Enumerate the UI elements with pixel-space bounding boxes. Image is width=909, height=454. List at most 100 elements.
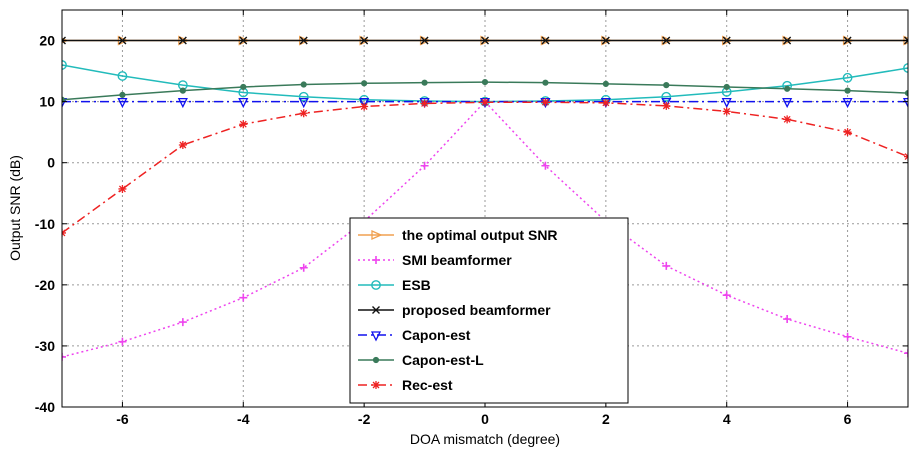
point-proposed-beamformer: [722, 36, 731, 45]
point-smi-beamformer: [904, 349, 908, 358]
legend-entry-rec-est: Rec-est: [402, 377, 453, 393]
point-smi-beamformer: [118, 337, 127, 346]
point-capon-est-l: [723, 83, 730, 91]
point-capon-est-l: [663, 82, 670, 89]
point-proposed-beamformer: [420, 36, 429, 45]
point-capon-est-l: [481, 78, 489, 86]
legend-marker-smi-beamformer: [372, 256, 380, 264]
legend-marker-proposed-beamformer: [372, 306, 380, 314]
x-tick-label: -6: [116, 411, 129, 427]
legend-marker-rec-est: [372, 381, 380, 389]
point-smi-beamformer: [62, 352, 66, 361]
point-rec-est: [843, 128, 852, 137]
legend-box: [349, 217, 629, 404]
legend-entry-proposed-beamformer: proposed beamformer: [402, 302, 551, 318]
point-proposed-beamformer: [360, 36, 369, 45]
legend-marker-the-optimal-output-snr: [371, 229, 383, 241]
point-capon-est: [902, 97, 908, 109]
point-smi-beamformer: [541, 161, 550, 170]
x-tick-label: -4: [237, 411, 250, 427]
point-rec-est: [360, 102, 369, 111]
legend-entry-capon-est-l: Capon-est-L: [402, 352, 484, 368]
point-capon-est-l: [119, 91, 126, 98]
point-capon-est: [238, 97, 249, 109]
point-smi-beamformer: [662, 261, 671, 270]
y-tick-label: -10: [35, 216, 55, 232]
legend: the optimal output SNR SMI beamformer ESB p…: [349, 217, 629, 404]
point-esb: [117, 71, 128, 81]
point-capon-est-l: [421, 79, 428, 86]
point-smi-beamformer: [239, 293, 248, 302]
y-tick-label: -40: [35, 399, 55, 415]
legend-entry-esb: ESB: [402, 277, 431, 293]
point-smi-beamformer: [722, 291, 731, 300]
point-rec-est: [662, 101, 671, 110]
point-proposed-beamformer: [662, 36, 671, 45]
point-capon-est: [842, 97, 853, 109]
series-rec-est: [62, 98, 908, 237]
point-smi-beamformer: [783, 315, 792, 324]
point-esb: [842, 72, 853, 83]
point-capon-est-l: [300, 81, 307, 88]
y-tick-label: 20: [39, 33, 55, 49]
legend-marker-capon-est: [370, 331, 382, 342]
point-capon-est-l: [240, 83, 247, 91]
legend-marker-esb: [371, 280, 381, 290]
point-capon-est: [117, 97, 128, 109]
point-proposed-beamformer: [904, 36, 908, 45]
series-line-smi-beamformer: [62, 100, 908, 358]
point-smi-beamformer: [843, 332, 852, 341]
point-proposed-beamformer: [481, 36, 489, 45]
point-capon-est-l: [361, 80, 368, 87]
point-proposed-beamformer: [843, 36, 852, 45]
point-rec-est: [783, 115, 792, 124]
legend-entry-the-optimal-output-snr: the optimal output SNR: [402, 227, 558, 243]
point-rec-est: [118, 184, 127, 193]
series-layer: [62, 35, 908, 361]
point-capon-est-l: [602, 80, 609, 88]
point-esb: [661, 91, 672, 102]
y-tick-label: 0: [47, 155, 55, 171]
point-proposed-beamformer: [62, 36, 66, 45]
point-esb: [62, 60, 67, 70]
legend-marker-capon-est-l: [372, 356, 380, 364]
point-proposed-beamformer: [541, 36, 550, 45]
point-capon-est-l: [784, 85, 791, 92]
x-tick-label: 6: [844, 411, 852, 427]
x-axis-label: DOA mismatch (degree): [410, 431, 560, 447]
point-capon-est: [62, 97, 68, 109]
point-capon-est-l: [179, 87, 186, 94]
point-smi-beamformer: [420, 161, 429, 170]
point-smi-beamformer: [178, 318, 187, 327]
point-rec-est: [481, 98, 489, 107]
point-rec-est: [420, 99, 429, 108]
point-proposed-beamformer: [118, 36, 127, 45]
point-capon-est: [298, 97, 309, 109]
point-capon-est: [782, 97, 793, 109]
point-capon-est: [661, 97, 672, 109]
point-proposed-beamformer: [178, 36, 187, 45]
point-rec-est: [178, 140, 187, 149]
x-tick-label: 2: [602, 411, 610, 427]
point-rec-est: [299, 109, 308, 118]
legend-entry-smi-beamformer: SMI beamformer: [402, 252, 512, 268]
point-rec-est: [239, 120, 248, 129]
y-tick-label: -20: [35, 277, 55, 293]
y-tick-label: -30: [35, 338, 55, 354]
x-tick-label: 4: [723, 411, 731, 427]
point-proposed-beamformer: [299, 36, 308, 45]
y-axis-label: Output SNR (dB): [7, 155, 23, 261]
y-tick-label: 10: [39, 94, 55, 110]
point-capon-est-l: [904, 89, 908, 97]
point-rec-est: [541, 98, 550, 107]
point-proposed-beamformer: [239, 36, 248, 45]
point-capon-est: [721, 97, 732, 109]
point-capon-est: [177, 97, 188, 109]
point-capon-est: [419, 97, 430, 109]
point-proposed-beamformer: [783, 36, 792, 45]
x-tick-label: 0: [481, 411, 489, 427]
point-rec-est: [722, 107, 731, 116]
series-proposed-beamformer: [62, 36, 908, 45]
